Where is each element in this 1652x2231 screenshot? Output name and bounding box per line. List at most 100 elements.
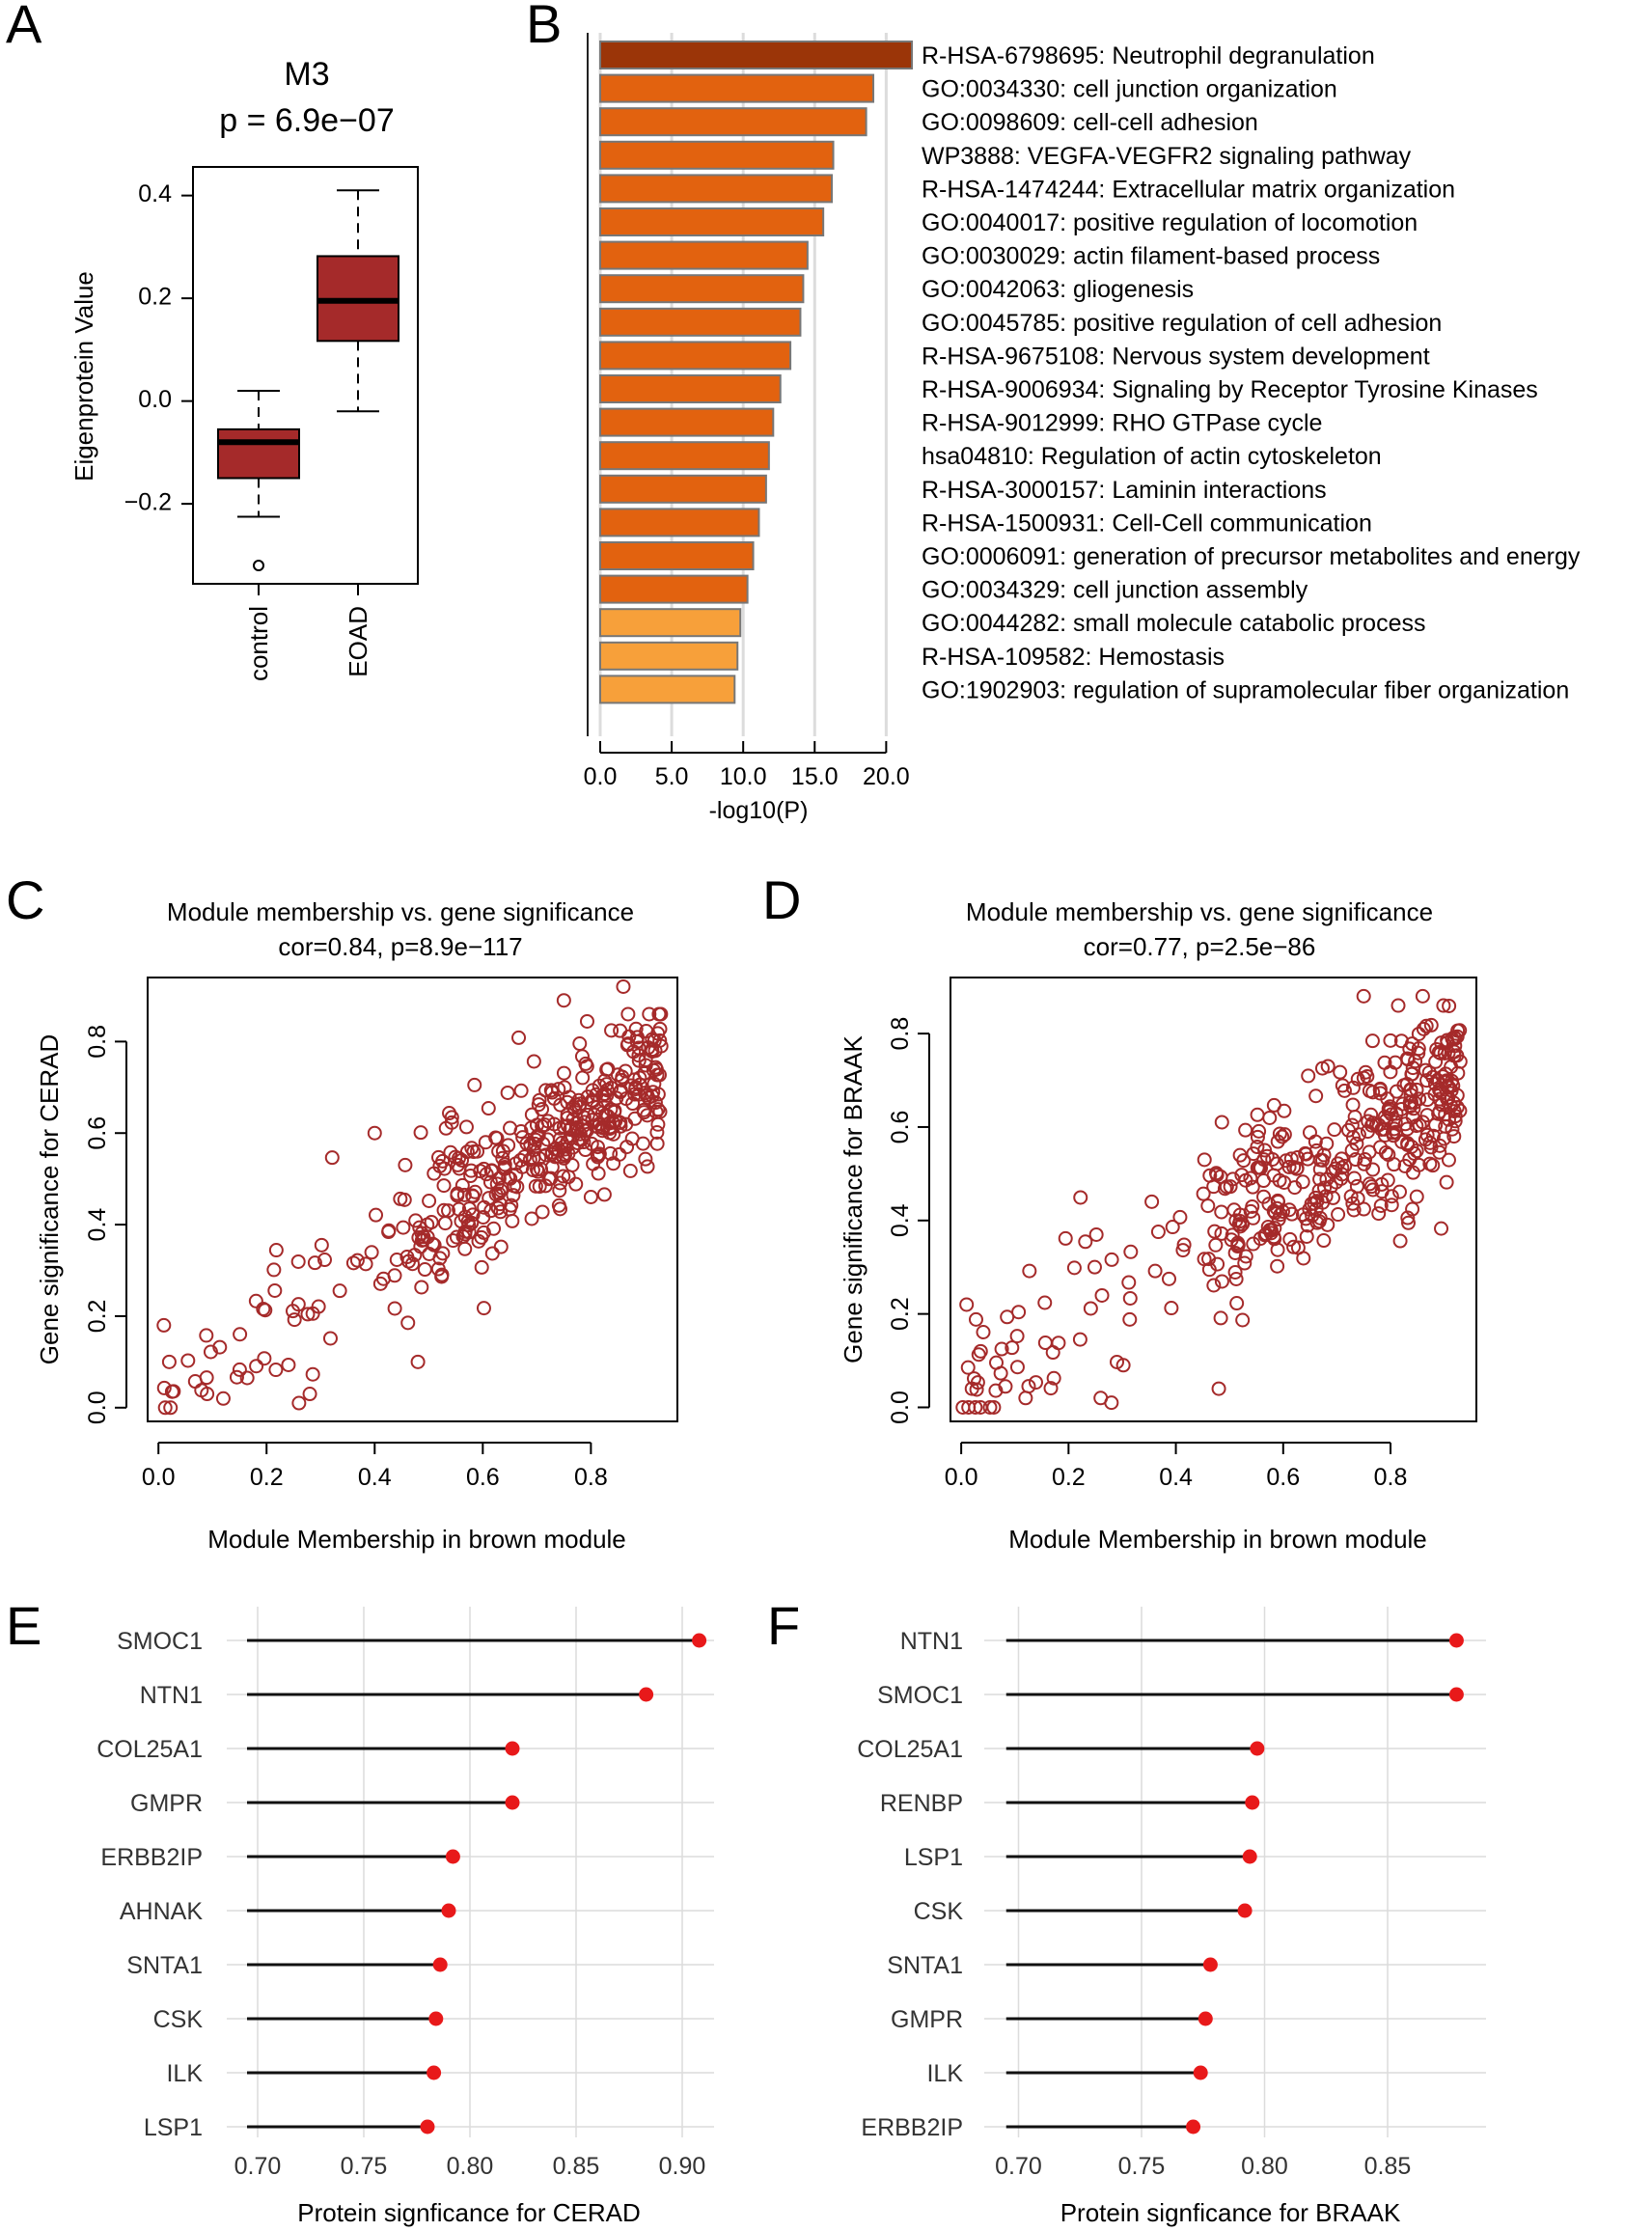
scatter-point (1362, 1176, 1377, 1192)
scatter-point (651, 1006, 667, 1022)
bar (599, 374, 782, 403)
scatter-point (1384, 1198, 1399, 1213)
scatter-point (1446, 1104, 1462, 1119)
scatter-point (1281, 1202, 1297, 1218)
scatter-point (1412, 1117, 1427, 1133)
scatter-point (249, 1359, 264, 1374)
lollipop-dot (1245, 1795, 1260, 1810)
scatter-point (233, 1327, 248, 1342)
scatter-point (579, 1013, 594, 1029)
scatter-point (1210, 1256, 1225, 1272)
scatter-point (1232, 1147, 1248, 1163)
scatter-point (458, 1119, 474, 1135)
term-label: R-HSA-3000157: Laminin interactions (922, 477, 1327, 504)
scatter-point (532, 1092, 547, 1108)
scatter-point (619, 1091, 634, 1107)
panel-a-boxes (217, 189, 399, 595)
scatter-point (959, 1297, 975, 1312)
scatter-point (467, 1077, 482, 1092)
x-tick-label: 0.0 (584, 763, 618, 790)
scatter-point (1301, 1068, 1316, 1084)
x-tick-label: 0.2 (1052, 1464, 1086, 1491)
scatter-point (1250, 1129, 1265, 1144)
scatter-point (636, 1102, 651, 1117)
scatter-point (457, 1241, 473, 1256)
scatter-point (456, 1187, 472, 1202)
scatter-point (568, 1176, 584, 1192)
scatter-point (1237, 1255, 1253, 1271)
scatter-point (1350, 1071, 1365, 1087)
scatter-point (398, 1157, 413, 1172)
scatter-point (1270, 1258, 1285, 1274)
scatter-point (604, 1080, 620, 1095)
scatter-point (470, 1143, 485, 1159)
scatter-point (586, 1093, 601, 1109)
panel-b-term-labels: R-HSA-6798695: Neutrophil degranulation G… (922, 42, 1581, 703)
scatter-point (156, 1317, 172, 1333)
scatter-point (1214, 1115, 1229, 1130)
x-tick-label: 0.70 (234, 2153, 282, 2180)
term-label: R-HSA-9012999: RHO GTPase cycle (922, 410, 1322, 437)
lollipop-dot (1250, 1741, 1265, 1756)
scatter-point (553, 1097, 568, 1113)
scatter-point (652, 1021, 668, 1036)
scatter-point (345, 1255, 361, 1271)
scatter-point (215, 1391, 231, 1406)
scatter-point (627, 1111, 643, 1126)
scatter-point (1333, 1064, 1348, 1080)
x-tick-label: EOAD (344, 606, 372, 677)
scatter-point (1441, 1089, 1456, 1105)
scatter-point (256, 1301, 271, 1316)
scatter-point (369, 1207, 384, 1223)
scatter-point (546, 1116, 562, 1132)
scatter-point (547, 1142, 563, 1157)
scatter-point (649, 1136, 665, 1151)
scatter-point (543, 1171, 559, 1186)
scatter-point (1165, 1220, 1180, 1235)
scatter-point (1405, 1165, 1420, 1180)
scatter-point (1441, 1152, 1456, 1168)
scatter-point (1238, 1122, 1253, 1138)
scatter-point (1446, 1030, 1462, 1045)
category-label: CSK (914, 1898, 964, 1925)
scatter-point (973, 1343, 988, 1359)
term-label: GO:1902903: regulation of supramolecular… (922, 676, 1569, 703)
scatter-point (332, 1283, 347, 1299)
scatter-point (302, 1387, 317, 1402)
scatter-point (612, 1146, 627, 1162)
scatter-point (1066, 1260, 1082, 1276)
scatter-point (1281, 1159, 1297, 1174)
scatter-point (1226, 1202, 1242, 1218)
scatter-point (556, 993, 571, 1008)
lollipop-dot (505, 1741, 520, 1756)
scatter-point (969, 1382, 984, 1397)
scatter-point (452, 1150, 467, 1166)
bar (599, 307, 802, 337)
category-label: SNTA1 (126, 1952, 203, 1979)
scatter-point (1087, 1259, 1102, 1275)
scatter-point (311, 1299, 326, 1314)
lollipop-dot (1237, 1903, 1253, 1918)
scatter-point (1403, 1083, 1418, 1098)
scatter-point (1362, 1144, 1377, 1160)
scatter-point (1058, 1230, 1073, 1246)
scatter-point (481, 1101, 496, 1116)
panel-a-plot-frame (192, 166, 419, 585)
bar (599, 41, 914, 69)
x-tick-label: control (244, 606, 273, 681)
term-label: GO:0042063: gliogenesis (922, 276, 1194, 303)
bar (599, 341, 792, 371)
bar (599, 174, 834, 204)
bar (599, 73, 875, 103)
x-tick-label: 0.0 (142, 1464, 176, 1491)
scatter-point (474, 1259, 489, 1275)
panel-letter-d: D (762, 869, 801, 930)
scatter-point (1202, 1168, 1218, 1183)
scatter-point (1419, 1108, 1435, 1123)
term-label: GO:0034330: cell junction organization (922, 76, 1337, 103)
outlier-point (253, 560, 264, 572)
term-label: GO:0040017: positive regulation of locom… (922, 209, 1418, 236)
scatter-point (599, 1088, 615, 1103)
x-tick-label: 0.90 (659, 2153, 706, 2180)
scatter-point (1283, 1151, 1299, 1167)
